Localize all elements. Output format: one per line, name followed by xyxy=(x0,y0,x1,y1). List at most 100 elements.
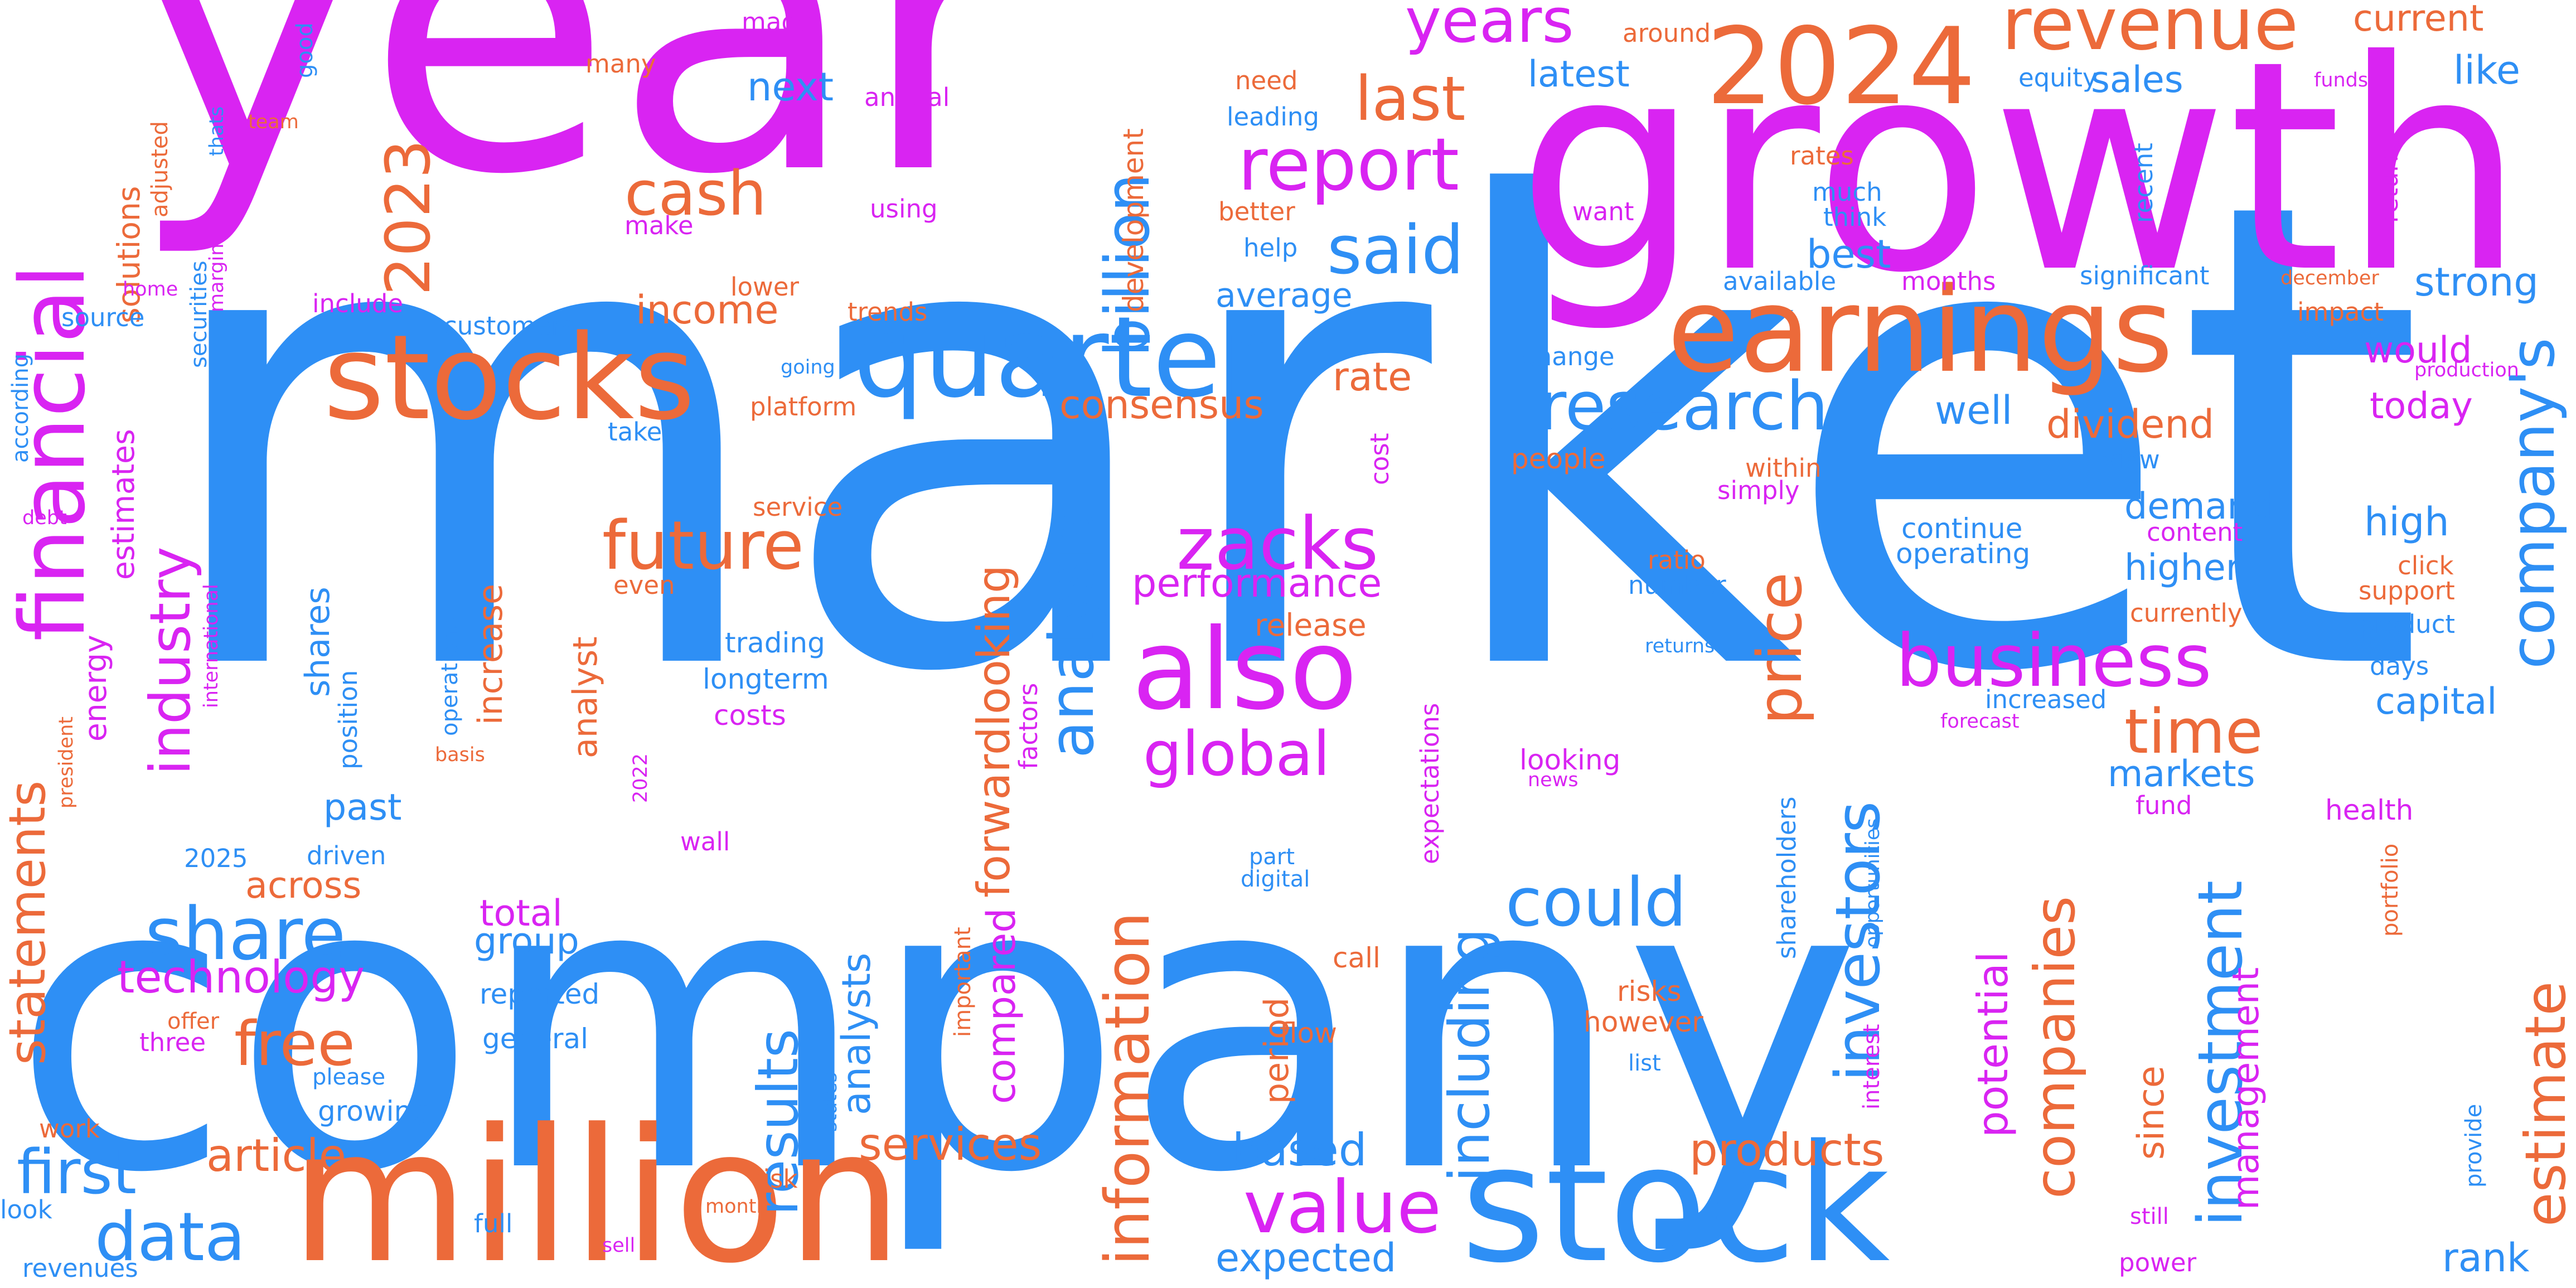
word-digital: digital xyxy=(1241,866,1310,892)
word-latest: latest xyxy=(1528,54,1630,95)
word-home: home xyxy=(123,278,178,301)
word-continue: continue xyxy=(1901,512,2022,545)
word-health: health xyxy=(2325,794,2413,826)
word-time: time xyxy=(2124,696,2263,767)
word-management: management xyxy=(2225,967,2267,1210)
word-rank: rank xyxy=(2442,1235,2530,1281)
word-solutions: solutions xyxy=(111,186,147,323)
word-also: also xyxy=(1132,605,1358,735)
word-stocks: stocks xyxy=(323,309,695,446)
word-could: could xyxy=(1505,864,1687,942)
word-zacks: zacks xyxy=(1176,501,1378,586)
word-potential: potential xyxy=(1968,951,2017,1137)
word-basis: basis xyxy=(435,744,485,766)
word-days: days xyxy=(2370,651,2429,681)
word-currently: currently xyxy=(2130,598,2242,628)
word-people: people xyxy=(1511,443,1605,475)
word-number: number xyxy=(1628,570,1726,600)
word-period: period xyxy=(1257,998,1296,1104)
word-best: best xyxy=(1807,231,1891,277)
word-company: company xyxy=(11,793,1861,1260)
word-development: development xyxy=(1117,128,1150,312)
word-article: article xyxy=(206,1130,346,1182)
word-shareholders: shareholders xyxy=(1772,797,1802,960)
word-price: price xyxy=(1744,572,1815,725)
word-like: like xyxy=(2453,47,2520,93)
word-thats: thats xyxy=(206,106,228,156)
word-growing: growing xyxy=(318,1095,429,1127)
word-first: first xyxy=(17,1136,137,1208)
word-consensus: consensus xyxy=(1059,382,1264,428)
word-much: much xyxy=(1812,177,1882,207)
word-performance: performance xyxy=(1132,560,1382,606)
word-month: month xyxy=(705,1195,769,1218)
word-driven: driven xyxy=(307,841,386,870)
word-next: next xyxy=(747,64,834,110)
word-2022: 2022 xyxy=(630,753,652,803)
word-operations: operations xyxy=(437,617,463,736)
word-looking: looking xyxy=(1519,744,1620,776)
word-call: call xyxy=(1333,942,1381,974)
word-trading: trading xyxy=(725,627,825,659)
word-release: release xyxy=(1255,607,1367,643)
word-compared: compared xyxy=(979,908,1024,1104)
word-income: income xyxy=(636,287,778,333)
word-investors: investors xyxy=(1822,801,1894,1082)
word-help: help xyxy=(1243,233,1297,263)
word-made: made xyxy=(742,7,813,37)
word-expected: expected xyxy=(1216,1235,1396,1281)
word-need: need xyxy=(1235,66,1297,95)
word-team: team xyxy=(248,111,299,133)
word-year: year xyxy=(128,0,1028,262)
word-platform: platform xyxy=(750,392,856,422)
word-increased: increased xyxy=(1985,685,2107,714)
word-good: good xyxy=(292,22,318,78)
word-cost: cost xyxy=(1365,433,1394,485)
word-costs: costs xyxy=(714,699,786,732)
word-product: product xyxy=(2359,609,2455,639)
word-ratio: ratio xyxy=(1648,545,1706,575)
word-click: click xyxy=(2398,551,2454,580)
word-group: group xyxy=(474,921,579,962)
word-company-s: company's xyxy=(2497,337,2568,669)
word-content: content xyxy=(2147,517,2243,547)
word-would: would xyxy=(2364,330,2472,371)
word-international: international xyxy=(200,584,222,708)
word-report: report xyxy=(1238,122,1459,207)
word-still: still xyxy=(2130,1204,2169,1229)
word-securities: securities xyxy=(186,260,212,368)
word-stock: stock xyxy=(1461,1111,1890,1288)
word-statements: statements xyxy=(0,781,57,1065)
word-simply: simply xyxy=(1717,476,1799,505)
word-value: value xyxy=(1243,1165,1441,1250)
word-demand: demand xyxy=(2124,486,2273,527)
word-dividend: dividend xyxy=(2046,401,2214,447)
word-capital: capital xyxy=(2375,681,2497,723)
word-states: states xyxy=(819,1072,841,1132)
word-analysts: analysts xyxy=(834,953,879,1115)
word-data: data xyxy=(95,1199,245,1276)
word-adjusted: adjusted xyxy=(147,121,173,217)
word-make: make xyxy=(624,211,694,240)
word-forecast: forecast xyxy=(1940,710,2020,733)
word-current: current xyxy=(2353,0,2483,40)
word-returns: returns xyxy=(1645,635,1715,657)
word-estimates: estimates xyxy=(105,429,141,580)
word-investment: investment xyxy=(2185,880,2256,1227)
word-news: news xyxy=(1528,769,1578,791)
word-want: want xyxy=(1572,197,1634,226)
word-full: full xyxy=(474,1209,512,1238)
word-based: based xyxy=(1232,1124,1367,1176)
word-technology: technology xyxy=(117,951,365,1003)
word-industry: industry xyxy=(138,546,203,775)
word-free: free xyxy=(234,1008,355,1079)
word-december: december xyxy=(2280,267,2379,289)
word-part: part xyxy=(1249,844,1295,870)
word-three: three xyxy=(139,1028,206,1057)
word-portfolio: portfolio xyxy=(2378,844,2403,937)
word-risks: risks xyxy=(1617,975,1682,1008)
word-change: change xyxy=(1522,342,1615,371)
word-higher: higher xyxy=(2124,547,2241,589)
word-list: list xyxy=(1628,1050,1661,1076)
word-well: well xyxy=(1935,388,2012,433)
